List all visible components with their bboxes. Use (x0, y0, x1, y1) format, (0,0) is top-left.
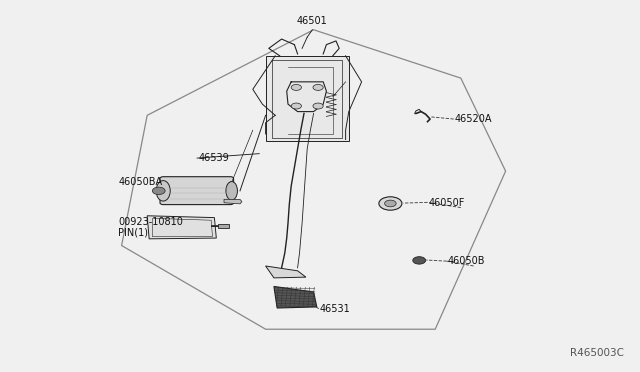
Text: 46531: 46531 (320, 304, 351, 314)
Ellipse shape (156, 181, 170, 201)
Polygon shape (266, 266, 306, 278)
Text: PIN(1): PIN(1) (118, 228, 148, 237)
Text: 46520A: 46520A (454, 114, 492, 124)
Text: 46539: 46539 (198, 153, 229, 163)
Polygon shape (224, 199, 242, 204)
Circle shape (313, 103, 323, 109)
FancyBboxPatch shape (160, 177, 234, 205)
Polygon shape (266, 56, 349, 141)
Text: 00923-10810: 00923-10810 (118, 217, 183, 227)
Bar (218, 224, 229, 228)
Polygon shape (274, 286, 317, 308)
Circle shape (385, 200, 396, 207)
Text: 46050B: 46050B (448, 256, 486, 266)
Circle shape (313, 84, 323, 90)
Ellipse shape (226, 182, 237, 200)
Text: R465003C: R465003C (570, 348, 624, 358)
Text: 46050BA: 46050BA (118, 177, 163, 187)
Text: 46050F: 46050F (429, 198, 465, 208)
Circle shape (152, 187, 165, 195)
Circle shape (291, 103, 301, 109)
Circle shape (291, 84, 301, 90)
Text: 46501: 46501 (297, 16, 328, 26)
Circle shape (379, 197, 402, 210)
Circle shape (413, 257, 426, 264)
Polygon shape (147, 216, 216, 239)
